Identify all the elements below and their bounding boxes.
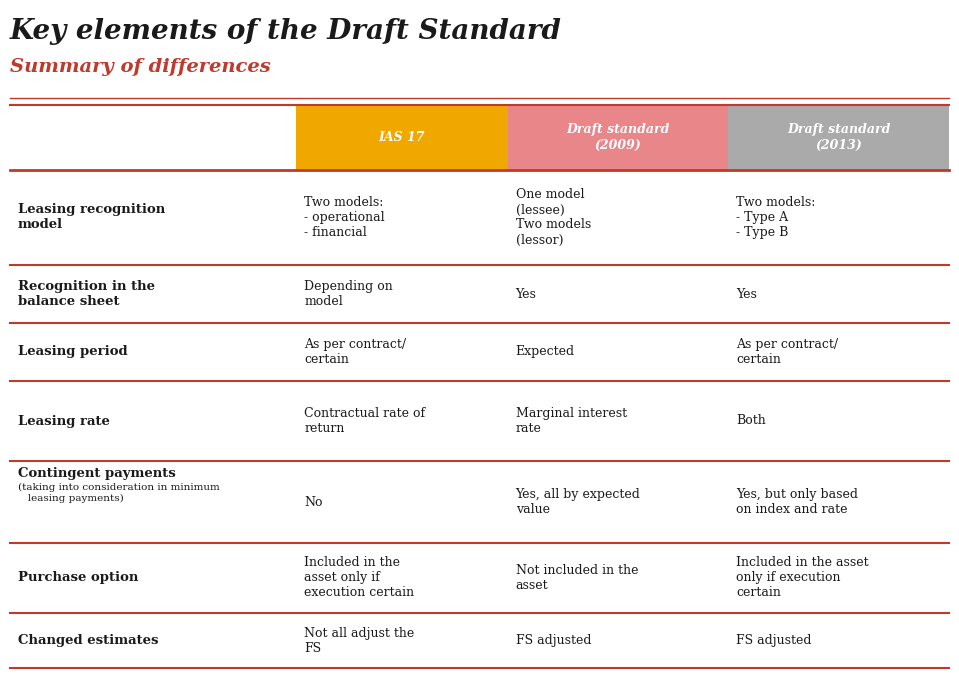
- Text: Recognition in the
balance sheet: Recognition in the balance sheet: [18, 280, 155, 308]
- Text: Leasing recognition
model: Leasing recognition model: [18, 203, 165, 231]
- Text: Not all adjust the
FS: Not all adjust the FS: [304, 626, 414, 654]
- Text: Contractual rate of
return: Contractual rate of return: [304, 407, 426, 435]
- Text: Both: Both: [737, 415, 766, 428]
- Bar: [507, 105, 728, 170]
- Text: Expected: Expected: [516, 345, 574, 359]
- Text: Purchase option: Purchase option: [18, 572, 138, 584]
- Text: Leasing rate: Leasing rate: [18, 415, 110, 428]
- Text: Draft standard
(2013): Draft standard (2013): [787, 124, 890, 152]
- Text: As per contract/
certain: As per contract/ certain: [737, 338, 838, 366]
- Text: (taking into consideration in minimum
   leasing payments): (taking into consideration in minimum le…: [18, 483, 220, 503]
- Text: Included in the asset
only if execution
certain: Included in the asset only if execution …: [737, 556, 869, 600]
- Bar: [296, 105, 507, 170]
- Text: Yes, all by expected
value: Yes, all by expected value: [516, 488, 641, 516]
- Text: Two models:
- operational
- financial: Two models: - operational - financial: [304, 196, 385, 239]
- Text: One model
(lessee)
Two models
(lessor): One model (lessee) Two models (lessor): [516, 189, 591, 247]
- Text: Included in the
asset only if
execution certain: Included in the asset only if execution …: [304, 556, 414, 600]
- Text: Leasing period: Leasing period: [18, 345, 128, 359]
- Text: Key elements of the Draft Standard: Key elements of the Draft Standard: [10, 18, 562, 45]
- Text: Two models:
- Type A
- Type B: Two models: - Type A - Type B: [737, 196, 816, 239]
- Text: Changed estimates: Changed estimates: [18, 634, 158, 647]
- Text: Draft standard
(2009): Draft standard (2009): [567, 124, 669, 152]
- Bar: [728, 105, 949, 170]
- Text: Summary of differences: Summary of differences: [10, 58, 270, 76]
- Text: Yes, but only based
on index and rate: Yes, but only based on index and rate: [737, 488, 858, 516]
- Text: No: No: [304, 496, 323, 508]
- Text: Marginal interest
rate: Marginal interest rate: [516, 407, 627, 435]
- Text: Depending on
model: Depending on model: [304, 280, 393, 308]
- Text: Contingent payments: Contingent payments: [18, 467, 175, 480]
- Text: FS adjusted: FS adjusted: [516, 634, 591, 647]
- Text: Yes: Yes: [516, 287, 536, 301]
- Text: Yes: Yes: [737, 287, 758, 301]
- Text: As per contract/
certain: As per contract/ certain: [304, 338, 407, 366]
- Text: IAS 17: IAS 17: [379, 131, 425, 144]
- Text: FS adjusted: FS adjusted: [737, 634, 812, 647]
- Text: Not included in the
asset: Not included in the asset: [516, 564, 638, 592]
